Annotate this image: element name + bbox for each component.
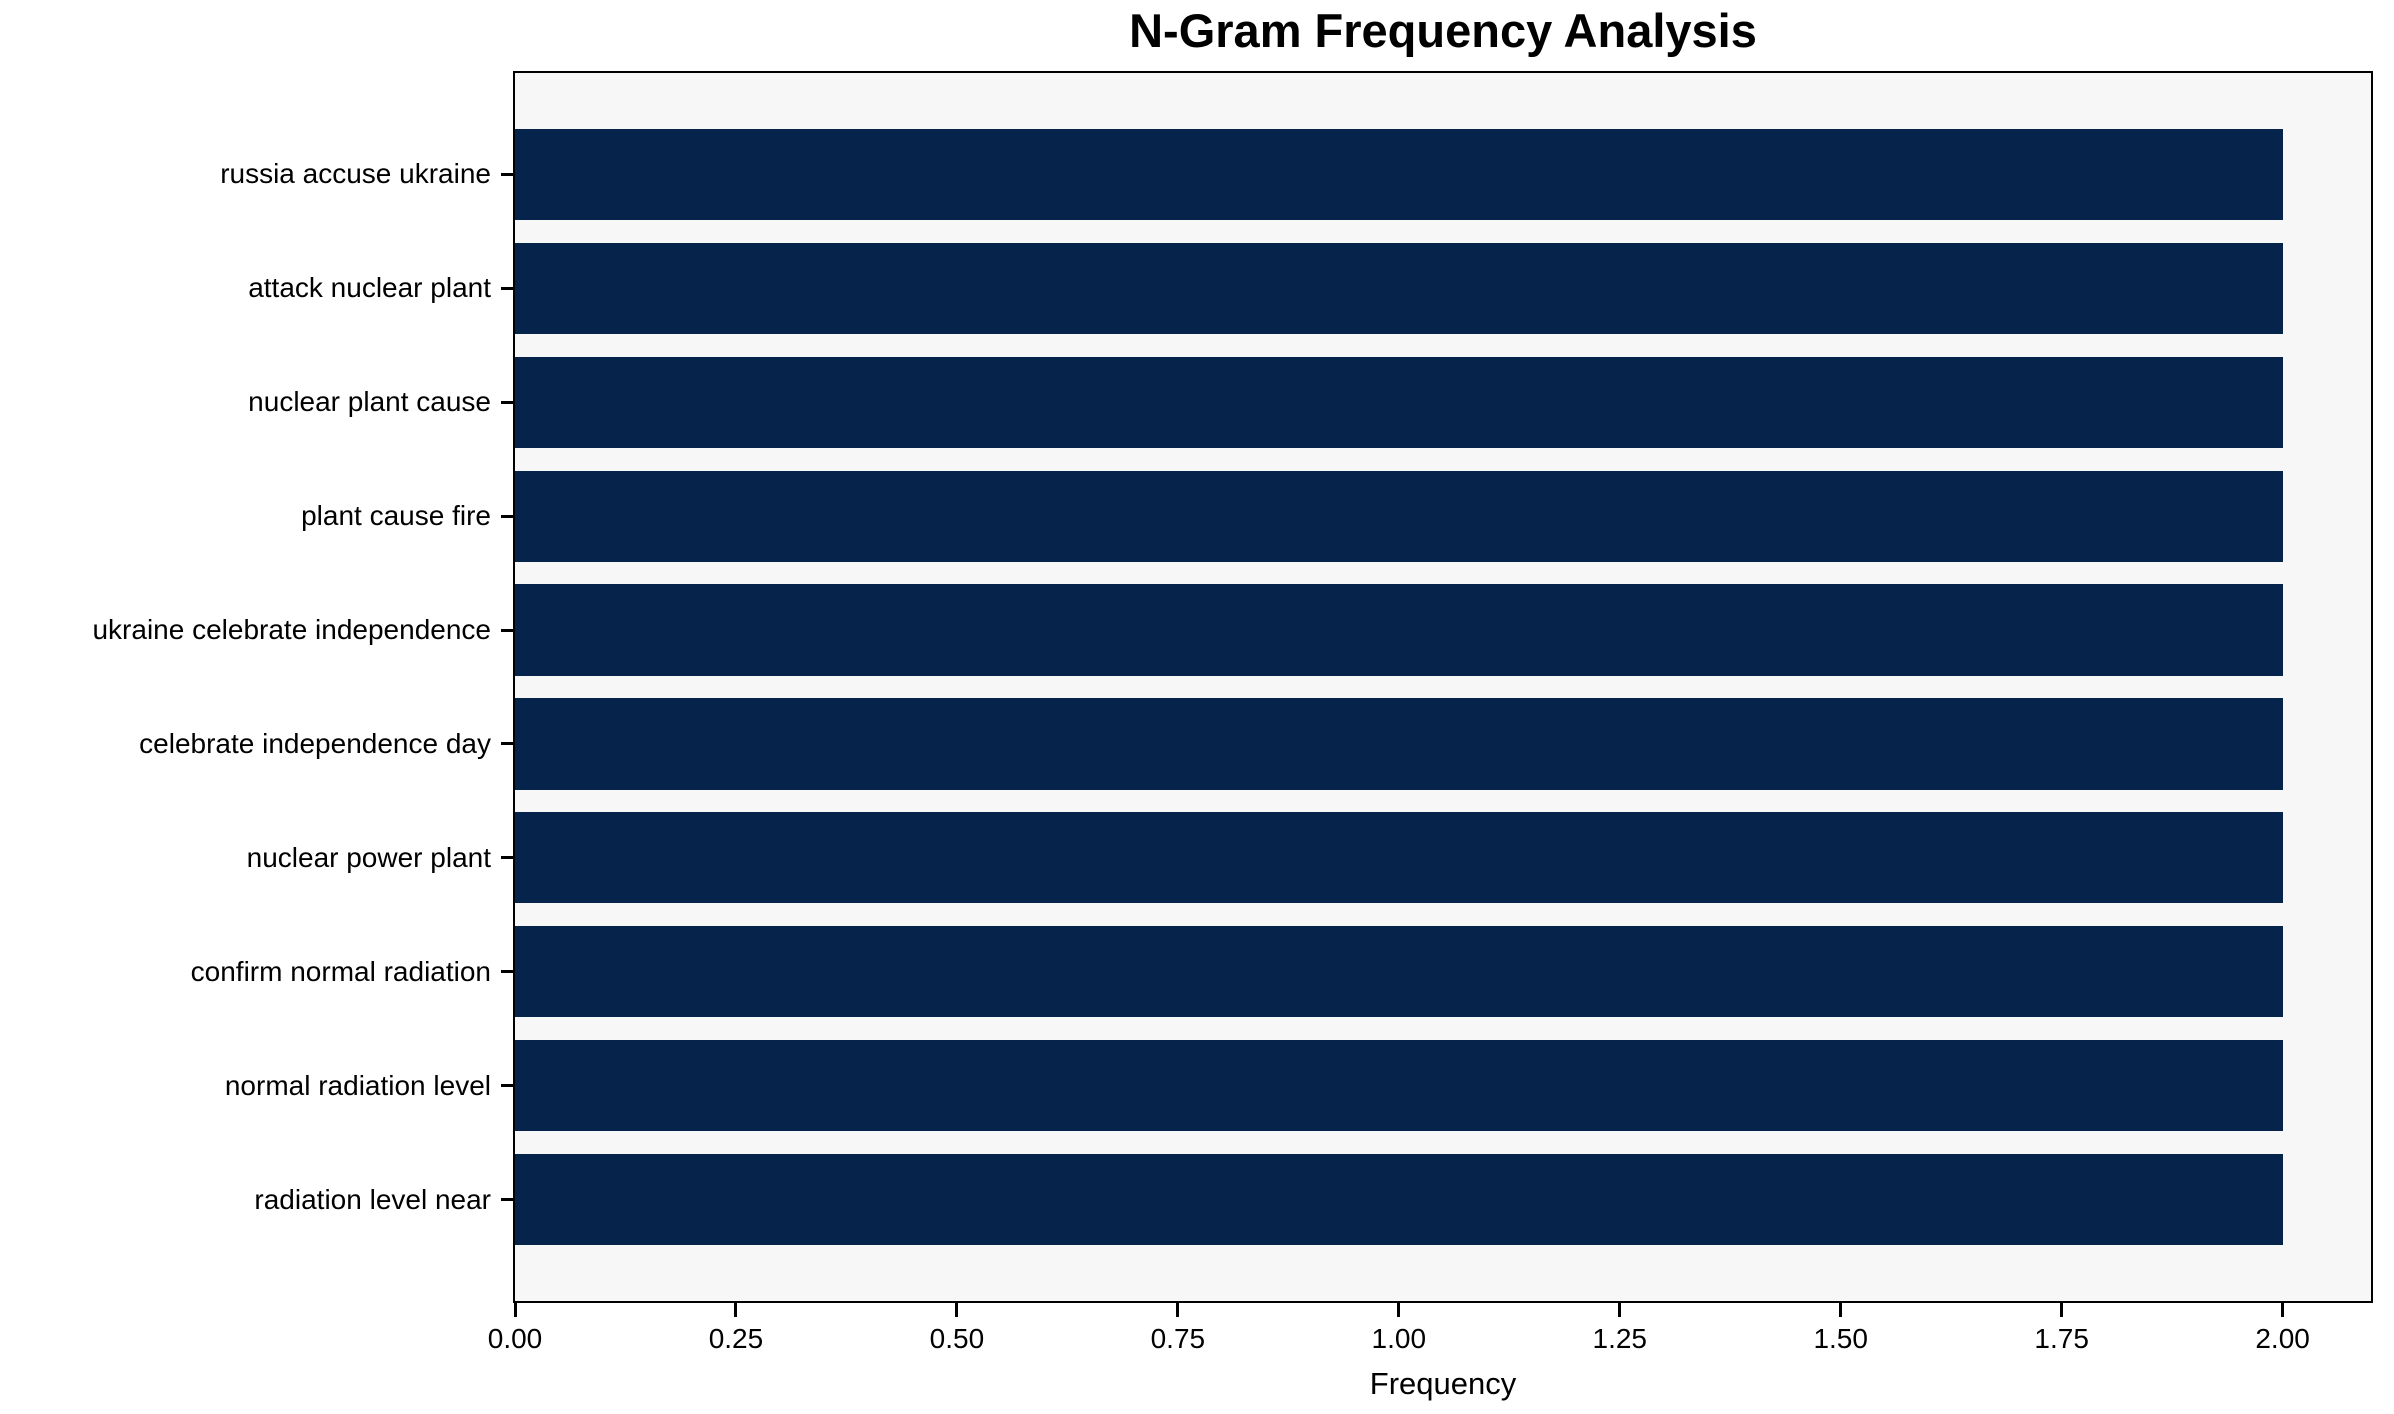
y-tick-label: ukraine celebrate independence (92, 614, 491, 646)
bar (515, 1040, 2283, 1132)
x-tick-mark (1839, 1303, 1843, 1317)
bar (515, 242, 2283, 334)
y-tick-mark (501, 1084, 513, 1088)
x-tick-mark (1397, 1303, 1401, 1317)
y-tick-label: nuclear power plant (246, 841, 491, 873)
x-tick-mark (513, 1303, 517, 1317)
plot-area (513, 71, 2373, 1303)
x-tick-label: 0.25 (708, 1323, 764, 1354)
y-tick-mark (501, 514, 513, 518)
chart-title: N-Gram Frequency Analysis (1129, 4, 1757, 57)
x-tick-label: 2.00 (2255, 1323, 2310, 1354)
y-tick-mark (501, 172, 513, 176)
bar (515, 128, 2283, 220)
y-tick-label: normal radiation level (224, 1069, 491, 1101)
x-tick-label: 1.50 (1813, 1323, 1868, 1354)
y-tick-label: plant cause fire (301, 500, 491, 532)
x-tick-label: 1.00 (1371, 1323, 1427, 1354)
x-axis-label: Frequency (1369, 1366, 1517, 1401)
x-tick-label: 1.25 (1592, 1323, 1648, 1354)
x-tick-mark (2060, 1303, 2064, 1317)
y-tick-label: nuclear plant cause (248, 386, 491, 418)
y-tick-label: russia accuse ukraine (220, 158, 491, 190)
y-tick-label: attack nuclear plant (248, 272, 491, 304)
x-tick-mark (1618, 1303, 1622, 1317)
y-tick-mark (501, 628, 513, 632)
bar (515, 356, 2283, 448)
y-tick-label: confirm normal radiation (190, 955, 491, 987)
bar (515, 584, 2283, 676)
x-tick-mark (2281, 1303, 2285, 1317)
y-tick-mark (501, 1198, 513, 1202)
x-tick-mark (955, 1303, 959, 1317)
bar (515, 698, 2283, 790)
y-tick-label: celebrate independence day (139, 727, 491, 759)
y-tick-mark (501, 742, 513, 746)
y-tick-label: radiation level near (254, 1183, 491, 1215)
bar (515, 1154, 2283, 1246)
x-tick-label: 1.75 (2034, 1323, 2089, 1354)
y-tick-mark (501, 286, 513, 290)
bar (515, 926, 2283, 1018)
bar (515, 470, 2283, 562)
y-tick-mark (501, 400, 513, 404)
x-tick-label: 0.50 (929, 1323, 985, 1354)
x-tick-label: 0.75 (1150, 1323, 1206, 1354)
x-tick-mark (1176, 1303, 1180, 1317)
y-tick-mark (501, 970, 513, 974)
x-tick-label: 0.00 (487, 1323, 543, 1354)
bar (515, 812, 2283, 904)
y-tick-mark (501, 856, 513, 860)
x-tick-mark (734, 1303, 738, 1317)
